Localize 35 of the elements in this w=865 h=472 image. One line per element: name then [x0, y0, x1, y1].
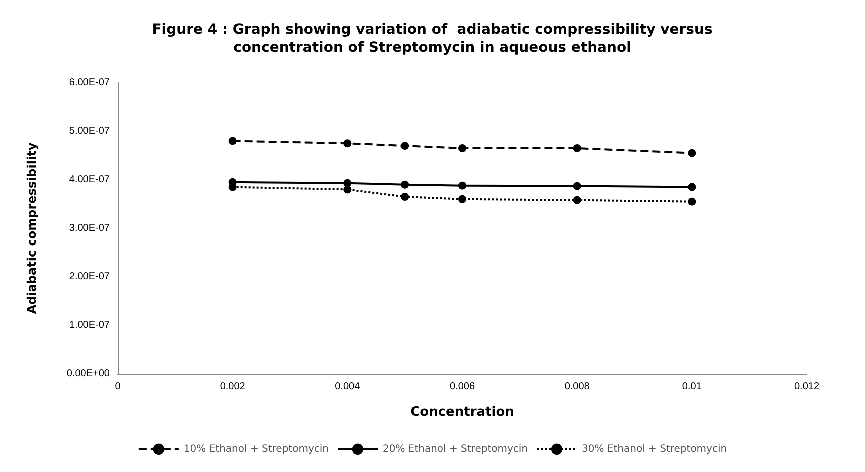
point — [688, 183, 696, 192]
y-tick-label: 2.00E-07 — [69, 272, 110, 282]
point — [573, 182, 582, 190]
point — [344, 140, 352, 148]
point — [401, 192, 410, 201]
legend-label: 10% Ethanol + Streptomycin — [184, 444, 329, 455]
x-axis-title: Concentration — [410, 405, 514, 420]
y-tick-label: 3.00E-07 — [69, 223, 110, 234]
x-tick-label: 0 — [115, 382, 122, 392]
x-tick-label: 0.006 — [450, 382, 476, 392]
point — [401, 142, 410, 150]
y-tick-label: 4.00E-07 — [69, 174, 110, 186]
point — [228, 137, 237, 146]
legend-label: 20% Ethanol + Streptomycin — [382, 444, 528, 455]
legend-label: 30% Ethanol + Streptomycin — [582, 444, 728, 455]
point — [344, 186, 352, 194]
x-tick-label: 0.008 — [564, 382, 590, 392]
y-tick-label: 1.00E-07 — [69, 320, 110, 331]
y-tick-label: 0.00E+00 — [66, 368, 110, 380]
y-axis-title: Adiabatic compressibility — [25, 142, 39, 314]
y-tick-label: 6.00E-07 — [69, 78, 110, 88]
x-tick-label: 0.002 — [220, 382, 246, 392]
point — [458, 144, 466, 152]
point — [458, 195, 466, 204]
point — [401, 180, 410, 189]
point — [688, 198, 696, 206]
x-tick-label: 0.004 — [335, 382, 361, 392]
point — [688, 149, 696, 158]
point — [573, 196, 582, 204]
point — [458, 182, 466, 190]
chart-title: Figure 4 : Graph showing variation of adiabatic compressibility versus concentration of Streptomycin in aqueous ethanol — [152, 22, 713, 56]
y-tick-label: 5.00E-07 — [69, 126, 110, 137]
x-tick-label: 0.01 — [682, 382, 702, 392]
x-tick-label: 0.012 — [794, 382, 820, 392]
point — [573, 144, 582, 152]
